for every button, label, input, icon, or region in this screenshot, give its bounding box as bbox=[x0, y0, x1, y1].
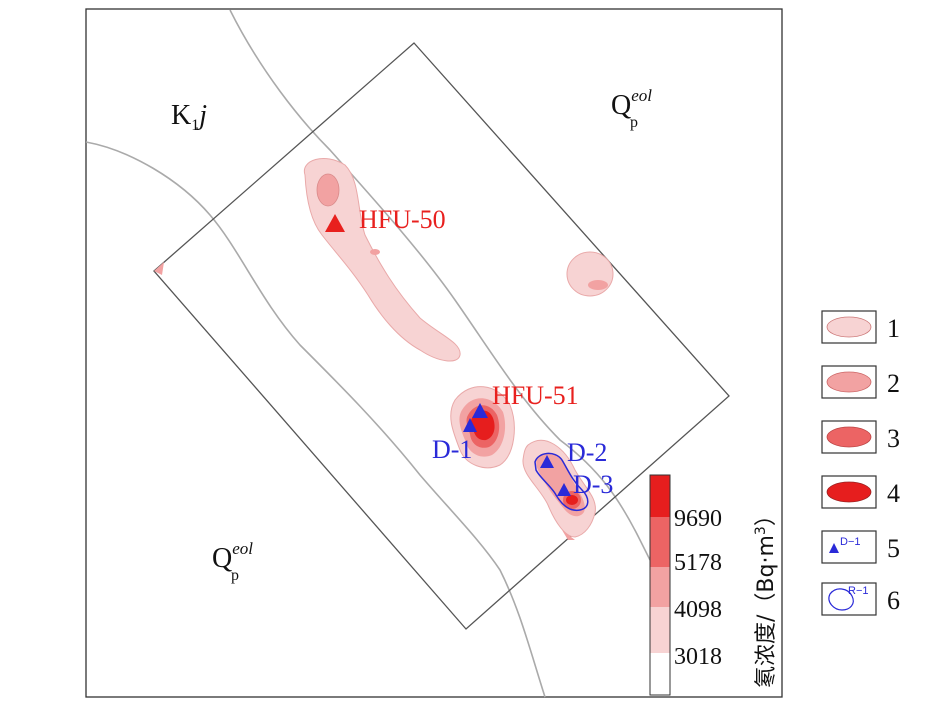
color-scale-bar bbox=[649, 474, 671, 696]
scale-band-empty bbox=[650, 653, 670, 695]
point-label-hfu50: HFU-50 bbox=[359, 205, 446, 234]
scale-band-level1 bbox=[650, 607, 670, 653]
radon-anomaly-level2 bbox=[154, 262, 164, 275]
geologic-boundary-line bbox=[85, 141, 546, 698]
scale-band-level4 bbox=[650, 475, 670, 517]
legend-label: D−1 bbox=[840, 536, 861, 548]
salmon-ellipse-icon bbox=[826, 426, 872, 448]
blue-triangle-icon bbox=[829, 543, 839, 553]
red-ellipse-icon bbox=[826, 481, 872, 503]
blue-outline-contour-icon bbox=[828, 588, 854, 611]
legend-number: 4 bbox=[887, 479, 900, 508]
scale-bar-border bbox=[649, 474, 671, 696]
scale-title: 氡浓度/（Bq·m3） bbox=[753, 504, 779, 688]
radon-anomaly-level1 bbox=[566, 251, 614, 297]
point-label-d3: D-3 bbox=[573, 470, 613, 499]
blue-triangle-icon bbox=[472, 403, 488, 418]
legend-number: 3 bbox=[887, 424, 900, 453]
legend-box bbox=[821, 582, 877, 616]
unit-label-qp-top: Qeol p bbox=[611, 86, 652, 131]
radon-anomaly-level2 bbox=[562, 530, 575, 540]
scale-band-level3 bbox=[650, 517, 670, 567]
unit-label-qp-bottom: Qeol p bbox=[212, 539, 253, 584]
point-label-d1: D-1 bbox=[432, 435, 472, 464]
scale-value: 9690 bbox=[674, 506, 722, 532]
legend-number: 6 bbox=[887, 586, 900, 615]
unit-label-k1j: K1j bbox=[171, 100, 207, 134]
radon-anomaly-level1 bbox=[303, 157, 461, 362]
radon-anomaly-level2 bbox=[588, 280, 608, 290]
pink-ellipse-icon bbox=[826, 371, 872, 393]
red-triangle-icon bbox=[325, 214, 345, 232]
legend-number: 5 bbox=[887, 534, 900, 563]
point-label-d2: D-2 bbox=[567, 438, 607, 467]
radon-anomaly-level2 bbox=[316, 173, 340, 207]
survey-area-outline bbox=[153, 42, 730, 630]
scale-band-level2 bbox=[650, 567, 670, 607]
geologic-boundary-line bbox=[229, 9, 651, 561]
scale-value: 4098 bbox=[674, 597, 722, 623]
legend-label: R−1 bbox=[848, 585, 869, 597]
legend-box bbox=[821, 530, 877, 564]
legend: 1 2 3 4 D−1 5 R−1 6 bbox=[821, 310, 900, 616]
light-pink-ellipse-icon bbox=[826, 316, 872, 338]
blue-triangle-icon bbox=[540, 455, 554, 468]
blue-contour-outline bbox=[534, 452, 589, 512]
radon-anomaly-level4 bbox=[566, 495, 578, 505]
scale-value: 5178 bbox=[674, 550, 722, 576]
scale-value: 3018 bbox=[674, 644, 722, 670]
legend-number: 1 bbox=[887, 314, 900, 343]
blue-triangle-icon bbox=[557, 483, 571, 496]
legend-number: 2 bbox=[887, 369, 900, 398]
radon-anomaly-level2 bbox=[370, 249, 380, 255]
point-label-hfu51: HFU-51 bbox=[492, 381, 579, 410]
blue-triangle-icon bbox=[463, 418, 477, 432]
